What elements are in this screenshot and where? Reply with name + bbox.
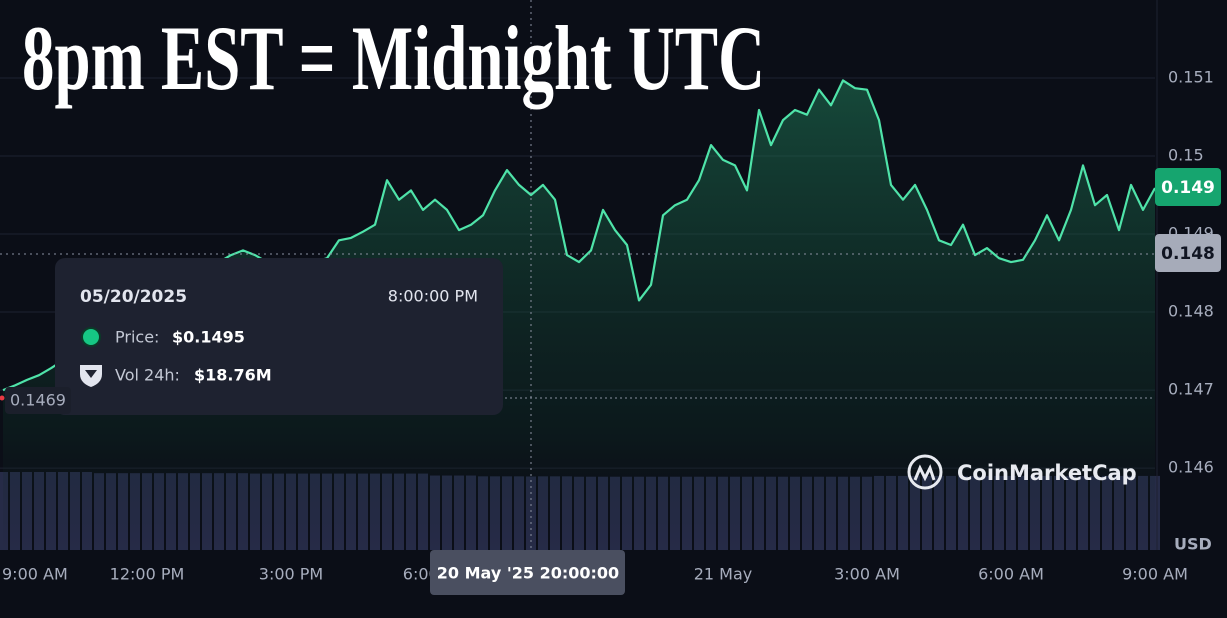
crosshair-price-box xyxy=(1155,234,1221,272)
x-tick-label: 9:00 AM xyxy=(1122,565,1188,584)
watermark-logo-mark xyxy=(913,464,936,482)
open-price-box xyxy=(5,387,71,414)
tooltip-time: 8:00:00 PM xyxy=(388,287,478,306)
watermark-logo xyxy=(907,454,943,490)
y-tick-label: 0.149 xyxy=(1168,224,1214,243)
open-price-label: 0.1469 xyxy=(10,391,66,410)
y-tick-label: 0.151 xyxy=(1168,68,1214,87)
plot-area xyxy=(0,77,1160,551)
tooltip: 05/20/2025 8:00:00 PM Price: $0.1495 Vol… xyxy=(55,258,503,415)
x-tick-label: 3:00 AM xyxy=(834,565,900,584)
current-price-label: 0.149 xyxy=(1161,178,1215,198)
open-marker xyxy=(0,395,5,401)
current-price-box xyxy=(1155,168,1221,206)
watermark-text: CoinMarketCap xyxy=(957,461,1137,485)
price-icon xyxy=(81,327,101,347)
y-unit: USD xyxy=(1174,535,1212,554)
tooltip-volume: $18.76M xyxy=(194,366,272,385)
y-tick-label: 0.147 xyxy=(1168,380,1214,399)
y-tick-label: 0.15 xyxy=(1168,146,1204,165)
price-area xyxy=(3,80,1155,551)
x-tick-label: 9:00 AM xyxy=(2,565,68,584)
chart-title: 8pm EST = Midnight UTC xyxy=(22,7,765,109)
tooltip-box xyxy=(55,258,503,415)
crosshair-price-label: 0.148 xyxy=(1161,244,1215,264)
crosshair-time-label: 20 May '25 20:00:00 xyxy=(437,564,619,583)
x-tick-label: 6:00 AM xyxy=(978,565,1044,584)
y-tick-label: 0.148 xyxy=(1168,302,1214,321)
y-tick-label: 0.146 xyxy=(1168,458,1214,477)
x-tick-label: 3:00 PM xyxy=(259,565,323,584)
watermark: CoinMarketCap xyxy=(907,454,1137,490)
volume-icon-inner xyxy=(85,370,97,378)
tooltip-price-label: Price: xyxy=(115,328,159,347)
tooltip-price: $0.1495 xyxy=(172,328,245,347)
tooltip-date: 05/20/2025 xyxy=(80,287,187,307)
crosshair-time-box xyxy=(430,550,625,595)
tooltip-volume-label: Vol 24h: xyxy=(115,366,180,385)
x-tick-label: 21 May xyxy=(694,565,753,584)
x-tick-label: 12:00 PM xyxy=(110,565,185,584)
